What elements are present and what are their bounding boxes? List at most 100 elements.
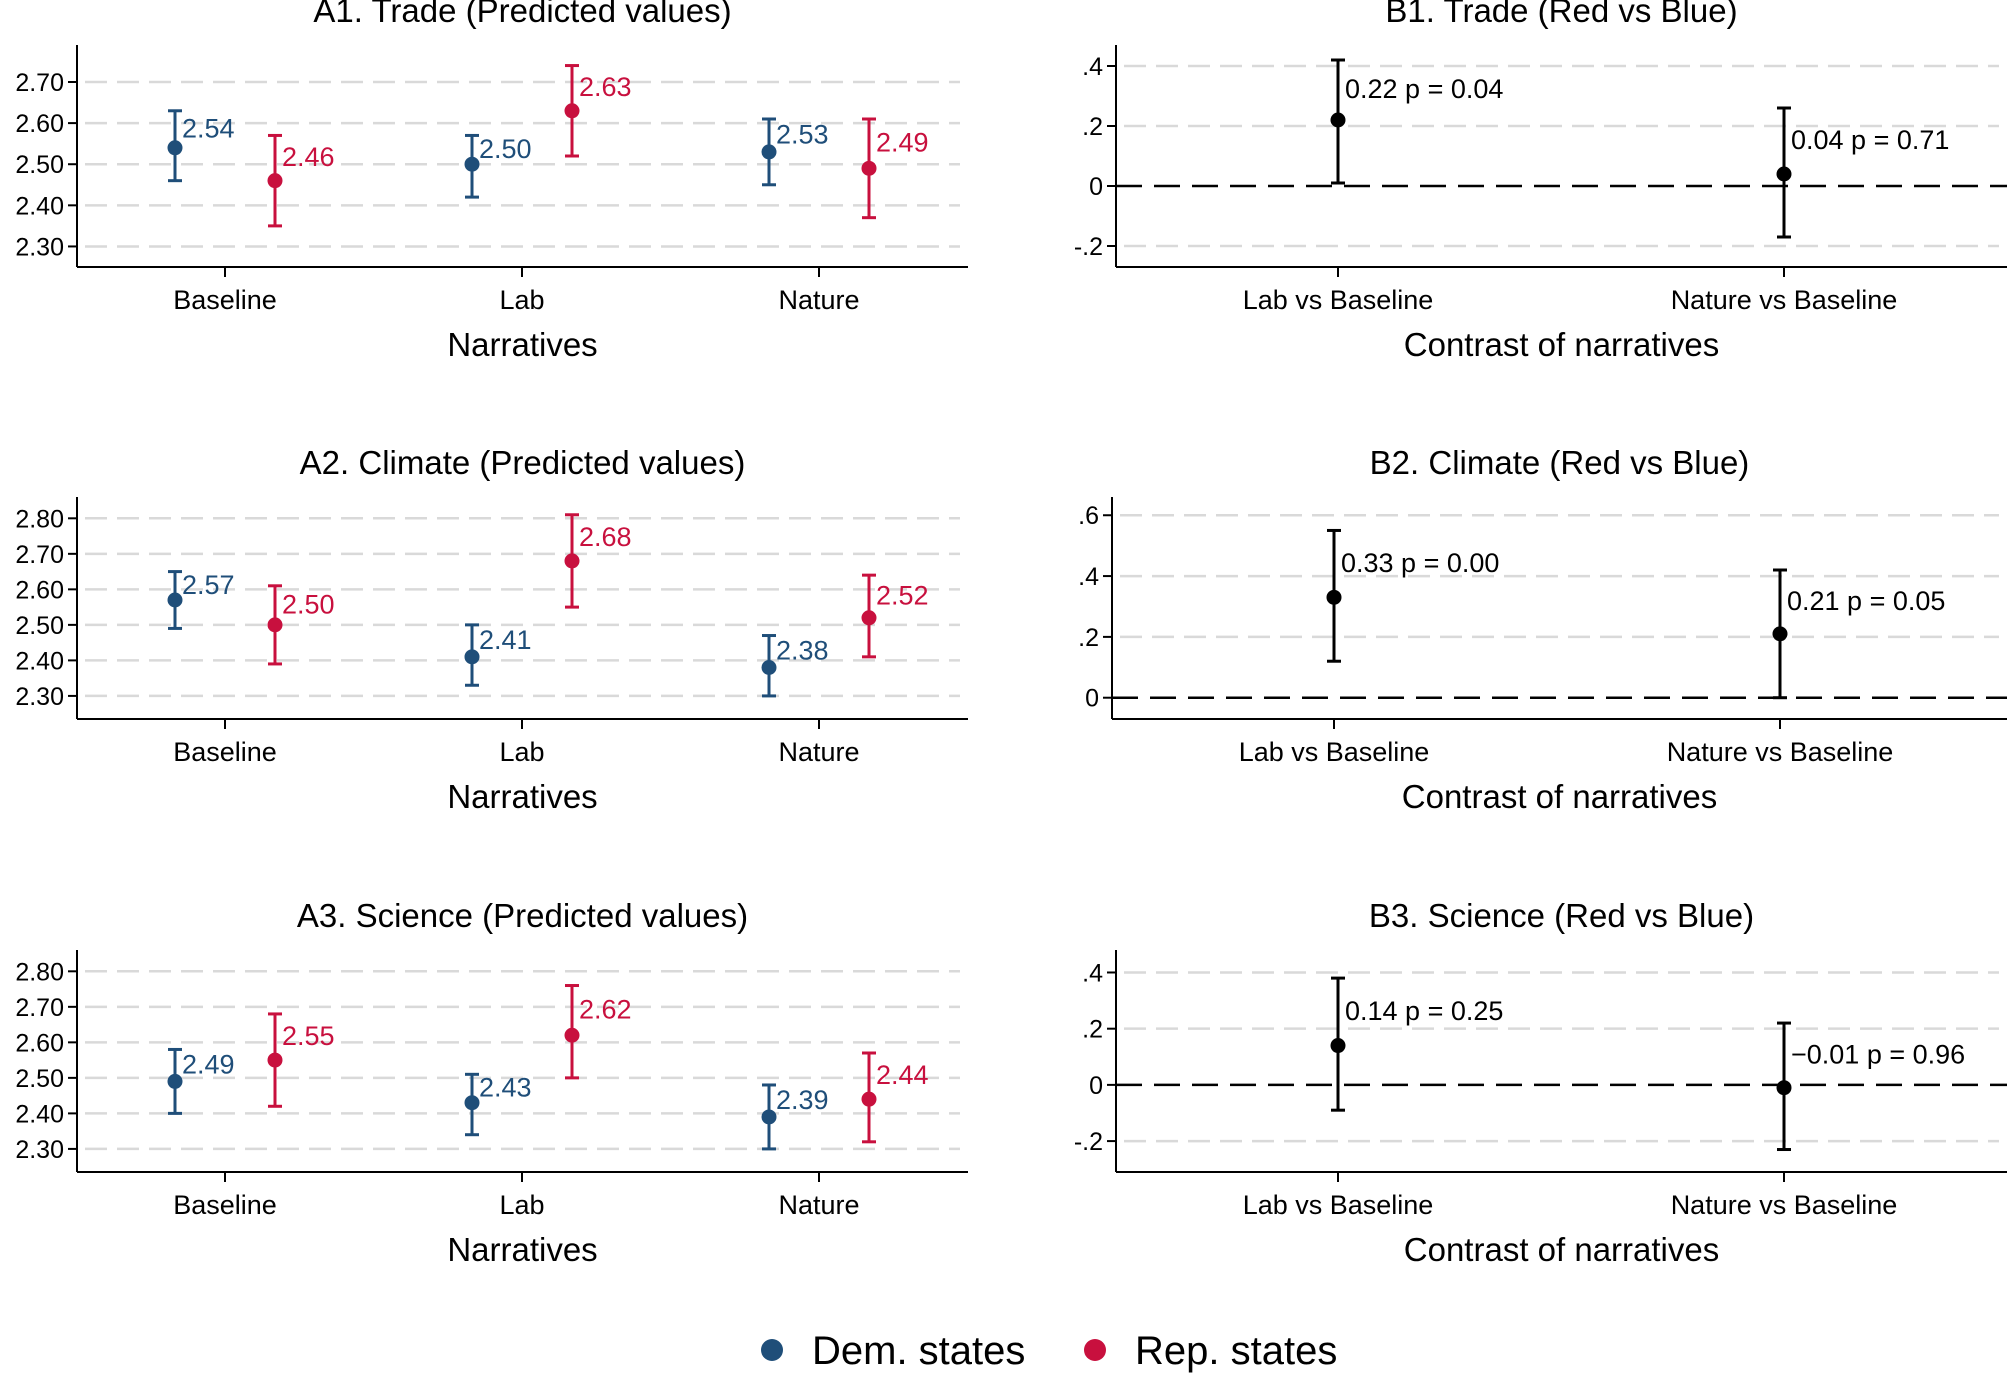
y-tick-label: -.2 [1074,1128,1103,1156]
data-label: 0.33 p = 0.00 [1341,548,1499,578]
panel-b2: 0 .2 .4 .6 Lab vs Baseline Nature vs Baseline… [1078,444,2007,815]
data-point [564,1027,580,1043]
chart-panels: 2.30 2.40 2.50 2.60 2.70 Baseline Lab Nature A1.… [15,0,2007,1268]
y-tick-label: .2 [1082,113,1103,141]
data-label: 2.50 [282,589,335,619]
y-tick-label: 2.30 [15,1136,64,1164]
y-tick-label: 2.30 [15,233,64,261]
data-point [761,659,777,675]
panel-title: A1. Trade (Predicted values) [313,0,731,29]
data-point [1326,589,1342,605]
x-tick-label: Nature vs Baseline [1671,285,1898,315]
x-tick-label: Baseline [173,1190,277,1220]
data-point [1776,1080,1792,1096]
data-label: 2.44 [876,1060,929,1090]
data-label: 2.43 [479,1073,532,1103]
y-tick-label: .4 [1082,53,1103,81]
data-label: 0.21 p = 0.05 [1787,586,1945,616]
legend-dem-marker [761,1339,783,1361]
y-tick-label: 0 [1089,1072,1103,1100]
y-tick-label: .4 [1082,959,1103,987]
panel-a2: 2.30 2.40 2.50 2.60 2.70 2.80 Baseline Lab Natur… [15,444,968,815]
data-point [464,649,480,665]
y-tick-label: .4 [1078,563,1099,591]
data-point [564,103,580,119]
data-label: 2.46 [282,142,335,172]
x-tick-label: Nature [778,285,859,315]
data-label: 2.57 [182,570,235,600]
y-tick-label: 0 [1085,685,1099,713]
y-tick-label: .2 [1082,1016,1103,1044]
data-point [1776,166,1792,182]
data-point [464,156,480,172]
y-tick-label: 2.50 [15,1065,64,1093]
data-label: −0.01 p = 0.96 [1791,1039,1965,1069]
x-tick-label: Nature vs Baseline [1671,1190,1898,1220]
legend-rep-label: Rep. states [1135,1329,1337,1373]
data-label: 2.54 [182,113,235,143]
panel-b3: -.2 0 .2 .4 Lab vs Baseline Nature vs Baselin… [1074,897,2007,1268]
x-axis-title: Narratives [447,326,597,363]
data-point [167,592,183,608]
data-label: 2.68 [579,522,632,552]
x-tick-label: Nature [778,737,859,767]
data-label: 2.53 [776,119,829,149]
data-point [761,1109,777,1125]
data-label: 2.49 [876,128,929,158]
y-tick-label: 2.40 [15,192,64,220]
x-tick-label: Nature vs Baseline [1667,737,1894,767]
panel-a3: 2.30 2.40 2.50 2.60 2.70 2.80 Baseline Lab Natur… [15,897,968,1268]
y-tick-label: 2.60 [15,576,64,604]
data-label: 0.14 p = 0.25 [1345,996,1503,1026]
data-point [267,1052,283,1068]
x-tick-label: Lab [499,285,544,315]
y-tick-label: 2.40 [15,1100,64,1128]
data-point [167,1073,183,1089]
y-tick-label: 2.40 [15,647,64,675]
x-tick-label: Lab [499,737,544,767]
y-tick-label: 2.80 [15,958,64,986]
x-tick-label: Lab vs Baseline [1243,285,1434,315]
data-point [761,144,777,160]
x-axis-title: Contrast of narratives [1402,778,1717,815]
x-tick-label: Baseline [173,737,277,767]
data-label: 0.22 p = 0.04 [1345,74,1503,104]
data-point [861,610,877,626]
x-tick-label: Lab vs Baseline [1243,1190,1434,1220]
x-tick-label: Lab vs Baseline [1239,737,1430,767]
data-label: 2.50 [479,134,532,164]
y-tick-label: 2.70 [15,994,64,1022]
x-axis-title: Narratives [447,1231,597,1268]
panel-title: B2. Climate (Red vs Blue) [1370,444,1750,481]
y-tick-label: 2.70 [15,69,64,97]
y-tick-label: 2.60 [15,110,64,138]
y-tick-label: -.2 [1074,233,1103,261]
data-label: 0.04 p = 0.71 [1791,125,1949,155]
y-tick-label: 0 [1089,173,1103,201]
data-point [464,1095,480,1111]
panel-a1: 2.30 2.40 2.50 2.60 2.70 Baseline Lab Nature A1.… [15,0,968,363]
y-tick-label: 2.70 [15,541,64,569]
data-label: 2.39 [776,1085,829,1115]
y-tick-label: 2.50 [15,151,64,179]
y-tick-label: 2.30 [15,683,64,711]
legend: Dem. states Rep. states [761,1329,1337,1373]
x-axis-title: Contrast of narratives [1404,326,1719,363]
y-tick-label: 2.50 [15,612,64,640]
data-label: 2.41 [479,625,532,655]
x-tick-label: Baseline [173,285,277,315]
data-point [1330,112,1346,128]
legend-rep-marker [1084,1339,1106,1361]
data-label: 2.62 [579,994,632,1024]
data-label: 2.63 [579,72,632,102]
data-point [564,553,580,569]
panel-title: B3. Science (Red vs Blue) [1369,897,1754,934]
panel-title: A2. Climate (Predicted values) [300,444,746,481]
data-label: 2.38 [776,636,829,666]
y-tick-label: 2.60 [15,1029,64,1057]
x-tick-label: Lab [499,1190,544,1220]
x-axis-title: Contrast of narratives [1404,1231,1719,1268]
y-tick-label: 2.80 [15,505,64,533]
panel-b1: -.2 0 .2 .4 Lab vs Baseline Nature vs Baselin… [1074,0,2007,363]
